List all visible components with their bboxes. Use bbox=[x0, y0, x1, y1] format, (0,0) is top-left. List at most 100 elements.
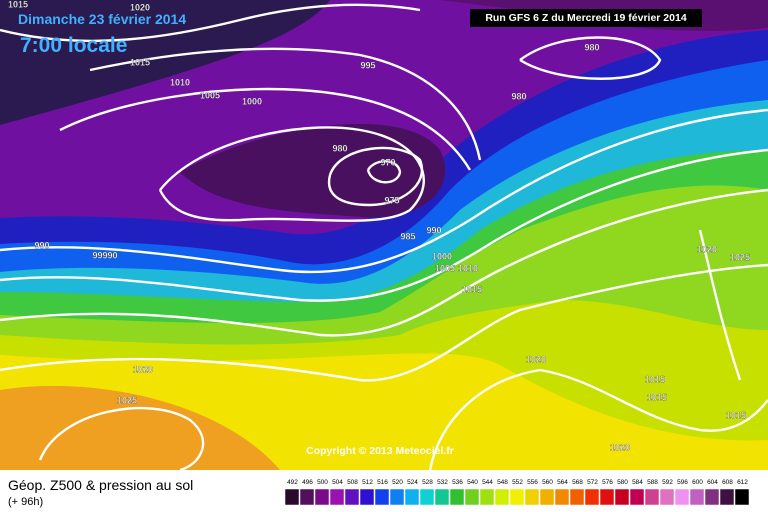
scale-swatch bbox=[404, 488, 420, 506]
isobar-label: 1015 bbox=[645, 374, 665, 384]
scale-swatch bbox=[554, 488, 570, 506]
run-box bbox=[470, 9, 702, 27]
isobar-label: 990 bbox=[34, 240, 49, 250]
scale-label: 508 bbox=[347, 479, 358, 486]
isobar-label: 99990 bbox=[92, 250, 117, 260]
scale-label: 524 bbox=[407, 479, 418, 486]
isobar-label: 1020 bbox=[610, 442, 630, 452]
isobar-label: 1025 bbox=[117, 395, 137, 405]
isobar-label: 1015 bbox=[726, 410, 746, 420]
scale-swatch bbox=[434, 488, 450, 506]
isobar-label: 980 bbox=[511, 91, 526, 101]
scale-label: 608 bbox=[722, 479, 733, 486]
isobar-label: 1010 bbox=[170, 77, 190, 87]
scale-swatch bbox=[359, 488, 375, 506]
isobar bbox=[0, 263, 768, 382]
isobar-label: 1010 bbox=[458, 263, 478, 273]
scale-swatch bbox=[509, 488, 525, 506]
isobar bbox=[698, 229, 742, 381]
scale-label: 588 bbox=[647, 479, 658, 486]
isobar-label: 980 bbox=[332, 143, 347, 153]
isobar-label: 1025 bbox=[730, 252, 750, 262]
scale-label: 532 bbox=[437, 479, 448, 486]
scale-swatch bbox=[659, 488, 675, 506]
scale-swatch bbox=[299, 488, 315, 506]
isobar-label: 1015 bbox=[647, 392, 667, 402]
isobar bbox=[158, 126, 425, 222]
scale-label: 512 bbox=[362, 479, 373, 486]
isobar-label: 1020 bbox=[697, 244, 717, 254]
scale-label: 500 bbox=[317, 479, 328, 486]
low-core bbox=[0, 0, 330, 125]
scale-label: 544 bbox=[482, 479, 493, 486]
isobar-label: 1015 bbox=[8, 0, 28, 9]
scale-label: 536 bbox=[452, 479, 463, 486]
isobar bbox=[0, 3, 421, 43]
scale-label: 600 bbox=[692, 479, 703, 486]
isobar-label: 1000 bbox=[242, 96, 262, 106]
isobar bbox=[38, 407, 205, 472]
scale-swatch bbox=[344, 488, 360, 506]
isobar bbox=[519, 36, 662, 80]
scale-label: 592 bbox=[662, 479, 673, 486]
scale-swatch bbox=[539, 488, 555, 506]
lead-time: (+ 96h) bbox=[8, 496, 43, 508]
scale-label: 580 bbox=[617, 479, 628, 486]
isobar-label: 1005 bbox=[435, 263, 455, 273]
scale-swatch bbox=[689, 488, 705, 506]
scale-label: 556 bbox=[527, 479, 538, 486]
isobar-label: 1020 bbox=[526, 354, 546, 364]
isobar bbox=[366, 160, 402, 184]
scale-swatch bbox=[734, 488, 750, 506]
scale-label: 604 bbox=[707, 479, 718, 486]
isobar-label: 1015 bbox=[130, 57, 150, 67]
scale-swatch bbox=[584, 488, 600, 506]
isobar bbox=[428, 368, 768, 471]
scale-label: 584 bbox=[632, 479, 643, 486]
legend-title: Géop. Z500 & pression au sol bbox=[8, 477, 193, 493]
isobar-label: 1020 bbox=[133, 364, 153, 374]
isobar-label: 985 bbox=[400, 231, 415, 241]
scale-swatch bbox=[479, 488, 495, 506]
scale-label: 548 bbox=[497, 479, 508, 486]
isobar bbox=[89, 47, 482, 161]
scale-label: 496 bbox=[302, 479, 313, 486]
scale-label: 564 bbox=[557, 479, 568, 486]
scale-swatch bbox=[329, 488, 345, 506]
isobar bbox=[0, 108, 768, 274]
date: Dimanche 23 février 2014 bbox=[18, 11, 186, 27]
scale-label: 540 bbox=[467, 479, 478, 486]
scale-label: 528 bbox=[422, 479, 433, 486]
copyright: Copyright © 2013 Meteociel.fr bbox=[306, 445, 454, 457]
scale-swatch bbox=[449, 488, 465, 506]
isobar bbox=[0, 148, 768, 302]
isobar-label: 1020 bbox=[130, 2, 150, 12]
isobar-label: 980 bbox=[584, 42, 599, 52]
scale-label: 560 bbox=[542, 479, 553, 486]
scale-swatch bbox=[704, 488, 720, 506]
isobar-label: 975 bbox=[384, 195, 399, 205]
isobars bbox=[0, 3, 768, 472]
scale-swatch bbox=[599, 488, 615, 506]
isobar-label: 970 bbox=[380, 157, 395, 167]
scale-swatch bbox=[644, 488, 660, 506]
scale-label: 552 bbox=[512, 479, 523, 486]
scale-label: 576 bbox=[602, 479, 613, 486]
isobar-label: 1015 bbox=[462, 284, 482, 294]
scale-label: 612 bbox=[737, 479, 748, 486]
isobar bbox=[327, 146, 424, 207]
scale-label: 504 bbox=[332, 479, 343, 486]
scale-label: 572 bbox=[587, 479, 598, 486]
scale-swatch bbox=[284, 488, 300, 506]
scale-swatch bbox=[629, 488, 645, 506]
isobar-label: 990 bbox=[426, 225, 441, 235]
scale-label: 520 bbox=[392, 479, 403, 486]
scale-swatch bbox=[314, 488, 330, 506]
isobar bbox=[59, 87, 472, 171]
scale-swatch bbox=[464, 488, 480, 506]
scale-label: 492 bbox=[287, 479, 298, 486]
run-info: Run GFS 6 Z du Mercredi 19 février 2014 bbox=[485, 12, 686, 24]
scale-swatch bbox=[389, 488, 405, 506]
